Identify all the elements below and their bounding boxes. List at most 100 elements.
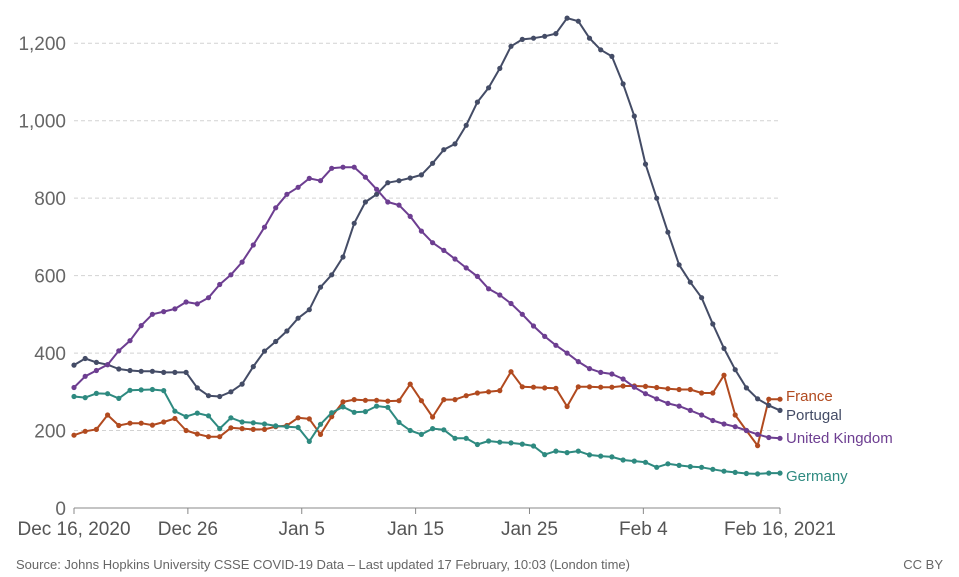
data-point: [575, 359, 581, 365]
data-point: [284, 328, 290, 334]
data-point: [273, 338, 279, 345]
data-point: [631, 458, 637, 464]
data-point: [105, 412, 111, 418]
x-tick-label: Dec 26: [158, 519, 218, 540]
data-point: [374, 186, 380, 192]
data-point: [295, 415, 301, 421]
series-line: [73, 388, 780, 475]
data-point: [710, 390, 716, 396]
data-point: [755, 431, 761, 437]
data-point: [138, 387, 144, 393]
data-point: [508, 369, 514, 375]
data-point: [228, 425, 234, 431]
data-point: [71, 362, 77, 368]
data-point: [172, 369, 178, 375]
data-point: [194, 385, 200, 391]
data-point: [149, 311, 155, 317]
data-point: [687, 386, 693, 393]
data-point: [441, 397, 447, 403]
license-link[interactable]: CC BY: [903, 557, 943, 572]
data-point: [474, 390, 480, 396]
data-point: [777, 396, 783, 402]
data-point: [474, 99, 480, 105]
data-point: [149, 368, 155, 374]
data-point: [239, 259, 245, 265]
data-point: [127, 338, 133, 344]
data-point: [138, 420, 144, 426]
data-point: [329, 165, 335, 171]
data-point: [385, 180, 391, 186]
data-point: [530, 443, 537, 449]
data-point: [508, 440, 514, 446]
data-point: [362, 397, 368, 403]
data-point: [743, 385, 750, 391]
data-point: [687, 279, 693, 285]
data-point: [598, 369, 604, 375]
data-point: [553, 342, 559, 348]
data-point: [654, 384, 660, 391]
data-point: [542, 385, 548, 391]
data-point: [452, 435, 458, 441]
y-tick-label: 200: [34, 422, 66, 443]
data-point: [777, 435, 783, 441]
data-point: [463, 122, 469, 128]
data-point: [418, 172, 424, 178]
y-tick-label: 1,200: [18, 34, 66, 55]
data-point: [116, 422, 122, 429]
data-point: [284, 424, 290, 430]
data-point: [306, 175, 312, 181]
series-united-kingdom: [71, 164, 783, 441]
data-point: [665, 229, 671, 235]
data-point: [306, 438, 312, 444]
data-point: [676, 262, 682, 268]
data-point: [374, 397, 380, 403]
data-point: [374, 191, 380, 197]
data-point: [732, 412, 738, 418]
data-point: [194, 431, 200, 437]
data-point: [755, 396, 761, 402]
data-point: [396, 419, 402, 425]
data-point: [721, 345, 727, 351]
y-tick-label: 800: [34, 189, 66, 210]
data-point: [519, 441, 525, 447]
data-point: [609, 384, 615, 390]
data-point: [71, 393, 77, 400]
data-point: [217, 281, 223, 288]
data-point: [374, 403, 380, 409]
data-point: [452, 256, 458, 262]
data-point: [721, 421, 727, 427]
data-point: [699, 295, 705, 301]
data-point: [497, 439, 503, 445]
data-point: [351, 164, 357, 170]
data-point: [329, 410, 335, 416]
data-point: [407, 175, 413, 181]
data-point: [598, 384, 604, 390]
data-point: [642, 459, 649, 465]
series-france: [71, 369, 783, 449]
data-point: [205, 295, 212, 301]
data-point: [82, 355, 88, 362]
data-point: [82, 373, 88, 379]
data-point: [665, 386, 671, 392]
data-point: [508, 43, 514, 49]
series-label: United Kingdom: [786, 430, 893, 447]
data-point: [586, 384, 593, 390]
data-point: [161, 369, 167, 375]
data-point: [273, 423, 279, 429]
data-point: [127, 367, 133, 374]
data-point: [486, 85, 492, 91]
data-point: [609, 371, 615, 377]
data-point: [676, 403, 682, 409]
data-point: [631, 384, 637, 390]
data-point: [519, 36, 525, 43]
data-point: [217, 393, 223, 400]
x-axis-tick-labels: Dec 16, 2020 Dec 26 Jan 5 Jan 15 Jan 25 Feb 4…: [17, 519, 836, 540]
data-point: [732, 367, 738, 373]
data-point: [474, 273, 480, 279]
data-point: [273, 205, 279, 211]
data-point: [441, 247, 447, 253]
data-point: [228, 415, 234, 421]
data-point: [295, 184, 301, 190]
data-point: [710, 321, 716, 327]
